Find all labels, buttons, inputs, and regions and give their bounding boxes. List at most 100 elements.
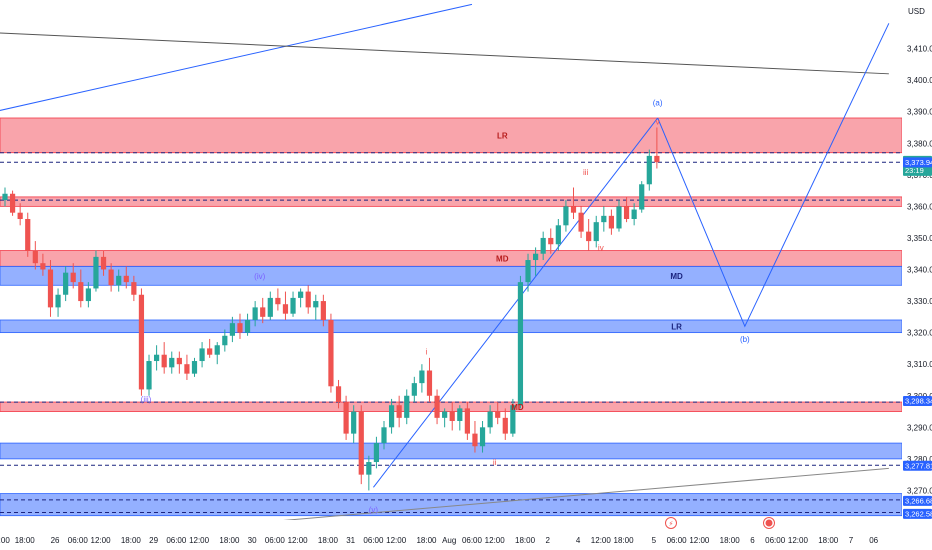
- candle-body[interactable]: [70, 272, 76, 283]
- zone-red-0[interactable]: [0, 117, 903, 154]
- candle-body[interactable]: [540, 237, 546, 254]
- zone-red-2[interactable]: [0, 250, 903, 267]
- candle-body[interactable]: [222, 335, 228, 346]
- candle-body[interactable]: [419, 370, 425, 384]
- candle-body[interactable]: [260, 307, 266, 317]
- candle-body[interactable]: [252, 307, 258, 320]
- candle-body[interactable]: [244, 320, 251, 333]
- candle-body[interactable]: [411, 383, 417, 396]
- candle-body[interactable]: [267, 297, 273, 317]
- candle-body[interactable]: [434, 395, 440, 418]
- candle-body[interactable]: [131, 282, 137, 295]
- candle-body[interactable]: [457, 408, 463, 421]
- candle-body[interactable]: [305, 291, 311, 308]
- zone-red-1[interactable]: [0, 196, 903, 207]
- candle-body[interactable]: [464, 408, 470, 434]
- candle-body[interactable]: [396, 405, 402, 418]
- candle-body[interactable]: [298, 291, 304, 298]
- candle-body[interactable]: [442, 411, 448, 418]
- candle-body[interactable]: [25, 219, 31, 251]
- candle-body[interactable]: [479, 427, 486, 447]
- candle-body[interactable]: [275, 297, 281, 305]
- candle-body[interactable]: [32, 250, 38, 264]
- candle-body[interactable]: [586, 231, 592, 242]
- candle-body[interactable]: [555, 225, 561, 245]
- candle-body[interactable]: [191, 361, 198, 374]
- candle-body[interactable]: [563, 206, 569, 226]
- candle-body[interactable]: [654, 155, 660, 163]
- candle-body[interactable]: [426, 370, 433, 396]
- candle-body[interactable]: [593, 222, 599, 242]
- candle-body[interactable]: [608, 215, 614, 229]
- candle-body[interactable]: [169, 357, 175, 368]
- candle-body[interactable]: [123, 275, 129, 283]
- candle-body[interactable]: [93, 256, 99, 289]
- candle-body[interactable]: [328, 320, 334, 387]
- candle-body[interactable]: [138, 294, 145, 390]
- candle-body[interactable]: [343, 402, 349, 434]
- candle-body[interactable]: [176, 357, 182, 365]
- candle-body[interactable]: [313, 301, 319, 308]
- candle-body[interactable]: [207, 348, 213, 355]
- candle-body[interactable]: [154, 354, 160, 362]
- event-icon-us-flag[interactable]: [763, 517, 775, 529]
- candle-body[interactable]: [639, 184, 645, 210]
- candle-body[interactable]: [100, 256, 107, 270]
- candle-body[interactable]: [510, 405, 516, 434]
- candle-body[interactable]: [229, 323, 235, 336]
- candle-body[interactable]: [78, 282, 84, 302]
- candle-body[interactable]: [199, 348, 205, 362]
- candle-body[interactable]: [108, 269, 114, 286]
- candle-body[interactable]: [85, 288, 91, 302]
- candle-body[interactable]: [282, 304, 289, 314]
- candle-body[interactable]: [449, 411, 455, 421]
- candle-body[interactable]: [290, 297, 296, 314]
- candle-body[interactable]: [320, 301, 326, 320]
- candle-body[interactable]: [646, 155, 652, 185]
- candle-body[interactable]: [161, 354, 167, 368]
- candle-body[interactable]: [616, 206, 622, 229]
- candle-body[interactable]: [116, 275, 122, 286]
- candle-body[interactable]: [358, 411, 364, 475]
- candle-body[interactable]: [495, 411, 501, 418]
- candle-body[interactable]: [388, 405, 395, 428]
- price-badge: [903, 460, 932, 471]
- candle-body[interactable]: [472, 433, 478, 447]
- candle-body[interactable]: [525, 260, 531, 283]
- candle-body[interactable]: [351, 411, 357, 434]
- price-badge: [903, 495, 932, 506]
- candle-body[interactable]: [9, 193, 16, 213]
- time-tick-label: Aug: [442, 536, 456, 545]
- candle-body[interactable]: [63, 272, 69, 295]
- candle-body[interactable]: [2, 193, 8, 201]
- candle-body[interactable]: [601, 215, 607, 223]
- price-badge-countdown: 23:19: [905, 166, 924, 175]
- candle-body[interactable]: [533, 253, 539, 261]
- candle-body[interactable]: [578, 212, 584, 232]
- zone-blue-4[interactable]: [0, 319, 903, 334]
- candle-body[interactable]: [570, 206, 577, 213]
- candle-body[interactable]: [17, 212, 23, 219]
- zone-red-5[interactable]: [0, 401, 903, 412]
- candle-body[interactable]: [381, 427, 387, 444]
- candle-body[interactable]: [487, 411, 493, 428]
- candle-body[interactable]: [517, 282, 524, 406]
- candle-body[interactable]: [40, 263, 46, 270]
- event-icon-lightning[interactable]: ⚡: [665, 517, 677, 529]
- candle-body[interactable]: [184, 364, 190, 374]
- candle-body[interactable]: [631, 209, 637, 219]
- candle-body[interactable]: [502, 417, 508, 434]
- candle-body[interactable]: [623, 206, 630, 219]
- candle-body[interactable]: [146, 361, 152, 390]
- candle-body[interactable]: [548, 237, 554, 245]
- candle-body[interactable]: [404, 395, 410, 418]
- candle-body[interactable]: [47, 269, 54, 308]
- candle-body[interactable]: [335, 386, 342, 403]
- candle-body[interactable]: [55, 294, 61, 308]
- zone-blue-6[interactable]: [0, 442, 903, 460]
- candle-body[interactable]: [214, 345, 220, 355]
- candle-body[interactable]: [237, 323, 243, 333]
- candle-body[interactable]: [373, 443, 380, 463]
- candle-body[interactable]: [366, 462, 372, 475]
